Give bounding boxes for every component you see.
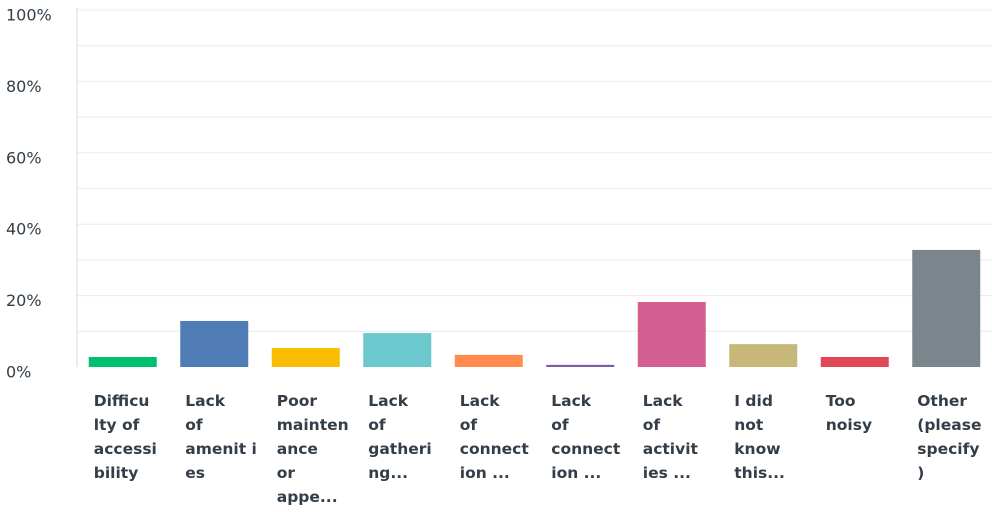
x-tick-label: Lack of gatheri ng... [368,392,431,482]
bar [546,364,615,367]
y-tick-label: 60% [6,148,42,167]
y-tick-label: 20% [6,291,42,310]
bar [454,354,523,367]
x-tick-label: Lack of connect ion ... [460,392,530,482]
x-tick-label: Lack of activit ies ... [643,392,699,482]
x-tick-label: Lack of connect ion ... [551,392,621,482]
y-tick-label: 40% [6,220,42,239]
bar [637,302,706,367]
y-tick-label: 100% [6,6,52,25]
x-tick-label: I did not know this... [734,392,785,482]
x-tick-label: Other (please specify) [917,392,981,482]
x-tick-label: Lack of amenit i es [185,392,257,482]
x-tick-label: Difficu lty of accessi bility [94,392,157,482]
bar [363,333,432,367]
bar [912,249,981,367]
bar [88,357,157,367]
bar [729,344,798,367]
y-tick-label: 0% [6,363,31,382]
y-tick-label: 80% [6,77,42,96]
x-tick-label: Too noisy [826,392,872,434]
x-tick-label: Poor mainten ance or appe... [277,392,349,506]
bar [271,348,340,367]
bar [180,320,249,367]
bar [820,357,889,367]
